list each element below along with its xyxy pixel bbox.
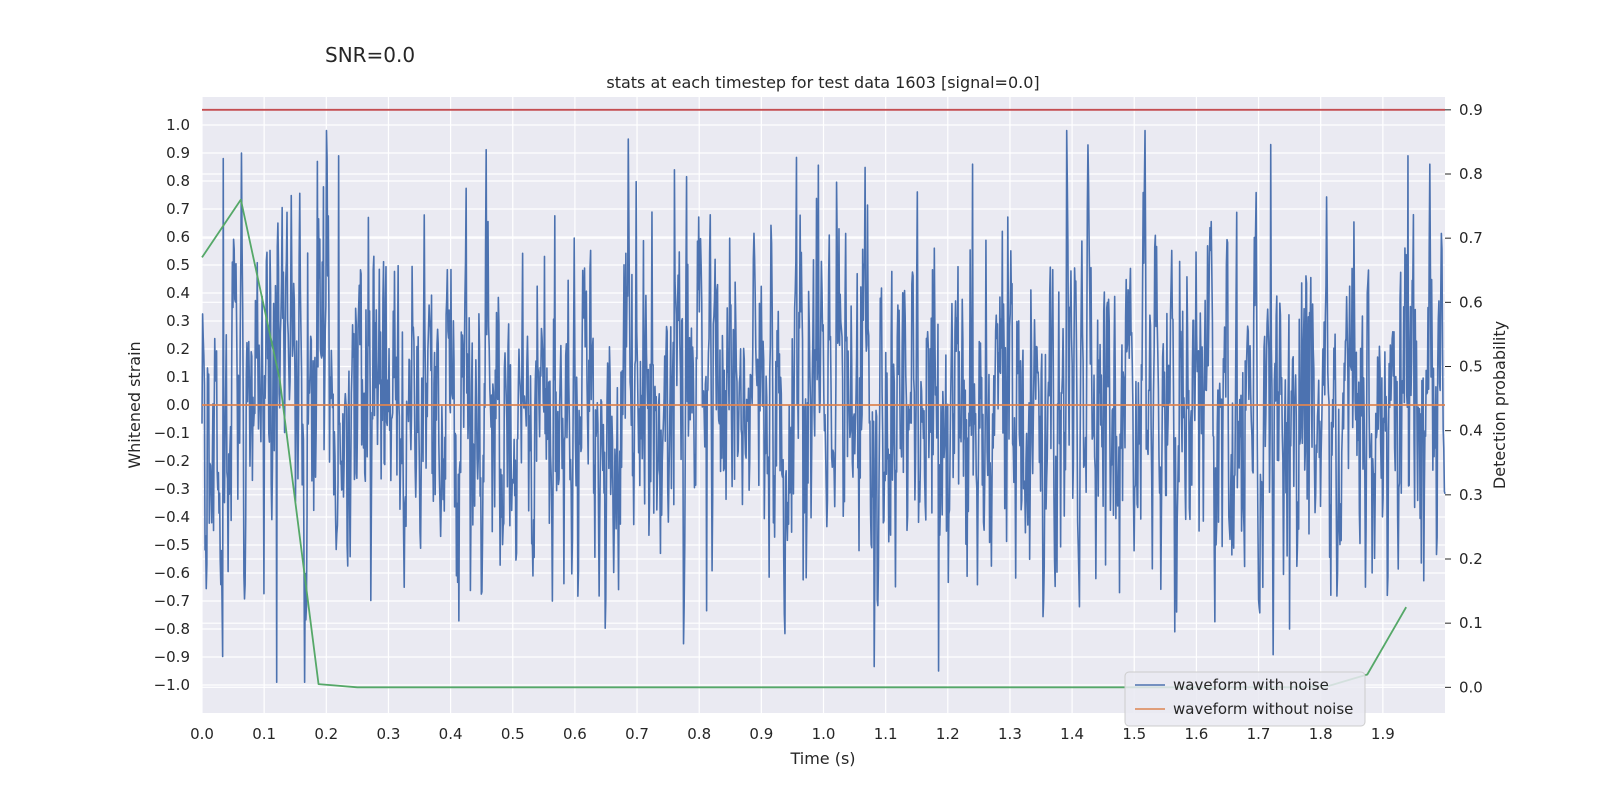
x-axis-ticks: 0.0 0.1 0.2 0.3 0.4 0.5 0.6 0.7 0.8 0.9 1.0 1.1 1.2 1… xyxy=(190,725,1395,743)
y-tick-label: −0.8 xyxy=(154,620,190,638)
x-tick-label: 0.1 xyxy=(252,725,276,743)
chart-title: stats at each timestep for test data 160… xyxy=(606,73,1039,92)
x-tick-label: 1.2 xyxy=(936,725,960,743)
y2-tick-label: 0.2 xyxy=(1459,550,1483,568)
x-tick-label: 0.6 xyxy=(563,725,587,743)
x-tick-label: 1.0 xyxy=(812,725,836,743)
left-axis-ticks: 1.0 0.9 0.8 0.7 0.6 0.5 0.4 0.3 0.2 0.1 0.0 −0.1 −0.… xyxy=(154,116,190,694)
y-tick-label: −0.7 xyxy=(154,592,190,610)
legend-box xyxy=(1124,671,1366,727)
y-tick-label: 0.3 xyxy=(166,312,190,330)
x-tick-label: 1.7 xyxy=(1247,725,1271,743)
x-tick-label: 0.7 xyxy=(625,725,649,743)
x-tick-label: 1.6 xyxy=(1184,725,1208,743)
x-tick-label: 1.8 xyxy=(1309,725,1333,743)
x-tick-label: 0.2 xyxy=(314,725,338,743)
y-tick-label: 0.8 xyxy=(166,172,190,190)
y-tick-label: 0.2 xyxy=(166,340,190,358)
y-tick-label: −0.2 xyxy=(154,452,190,470)
x-tick-label: 0.9 xyxy=(749,725,773,743)
legend-label-noise: waveform with noise xyxy=(1173,676,1329,694)
y2-tick-label: 0.0 xyxy=(1459,678,1483,696)
y-tick-label: −0.4 xyxy=(154,508,190,526)
y2-tick-label: 0.7 xyxy=(1459,229,1483,247)
right-axis-ticks: 0.9 0.8 0.7 0.6 0.5 0.4 0.3 0.2 0.1 0.0 xyxy=(1445,101,1483,696)
y2-axis-label: Detection probability xyxy=(1490,321,1509,489)
y-tick-label: 0.6 xyxy=(166,228,190,246)
y-tick-label: −1.0 xyxy=(154,676,190,694)
x-tick-label: 1.3 xyxy=(998,725,1022,743)
y-tick-label: −0.1 xyxy=(154,424,190,442)
x-tick-label: 0.3 xyxy=(377,725,401,743)
y2-tick-label: 0.1 xyxy=(1459,614,1483,632)
y2-tick-label: 0.4 xyxy=(1459,422,1483,440)
x-tick-label: 1.1 xyxy=(874,725,898,743)
y-tick-label: −0.5 xyxy=(154,536,190,554)
x-tick-label: 1.9 xyxy=(1371,725,1395,743)
x-axis-label: Time (s) xyxy=(789,749,855,768)
y-tick-label: 0.4 xyxy=(166,284,190,302)
x-tick-label: 1.5 xyxy=(1122,725,1146,743)
y2-tick-label: 0.9 xyxy=(1459,101,1483,119)
legend-label-clean: waveform without noise xyxy=(1173,700,1353,718)
figure-suptitle: SNR=0.0 xyxy=(325,43,415,67)
y-tick-label: −0.3 xyxy=(154,480,190,498)
x-tick-label: 1.4 xyxy=(1060,725,1084,743)
y2-tick-label: 0.8 xyxy=(1459,165,1483,183)
y2-tick-label: 0.5 xyxy=(1459,358,1483,376)
y-axis-label: Whitened strain xyxy=(125,341,144,468)
y2-tick-label: 0.6 xyxy=(1459,293,1483,311)
y-tick-label: −0.6 xyxy=(154,564,190,582)
x-tick-label: 0.5 xyxy=(501,725,525,743)
x-tick-label: 0.0 xyxy=(190,725,214,743)
y-tick-label: 0.0 xyxy=(166,396,190,414)
y-tick-label: 0.5 xyxy=(166,256,190,274)
x-tick-label: 0.4 xyxy=(439,725,463,743)
y-tick-label: 1.0 xyxy=(166,116,190,134)
y-tick-label: −0.9 xyxy=(154,648,190,666)
series-line-waveform-with-noise xyxy=(201,129,1446,683)
legend: waveform with noise waveform without noi… xyxy=(1124,671,1366,727)
x-tick-label: 0.8 xyxy=(687,725,711,743)
y-tick-label: 0.9 xyxy=(166,144,190,162)
y-tick-label: 0.7 xyxy=(166,200,190,218)
y-tick-label: 0.1 xyxy=(166,368,190,386)
y2-tick-label: 0.3 xyxy=(1459,486,1483,504)
